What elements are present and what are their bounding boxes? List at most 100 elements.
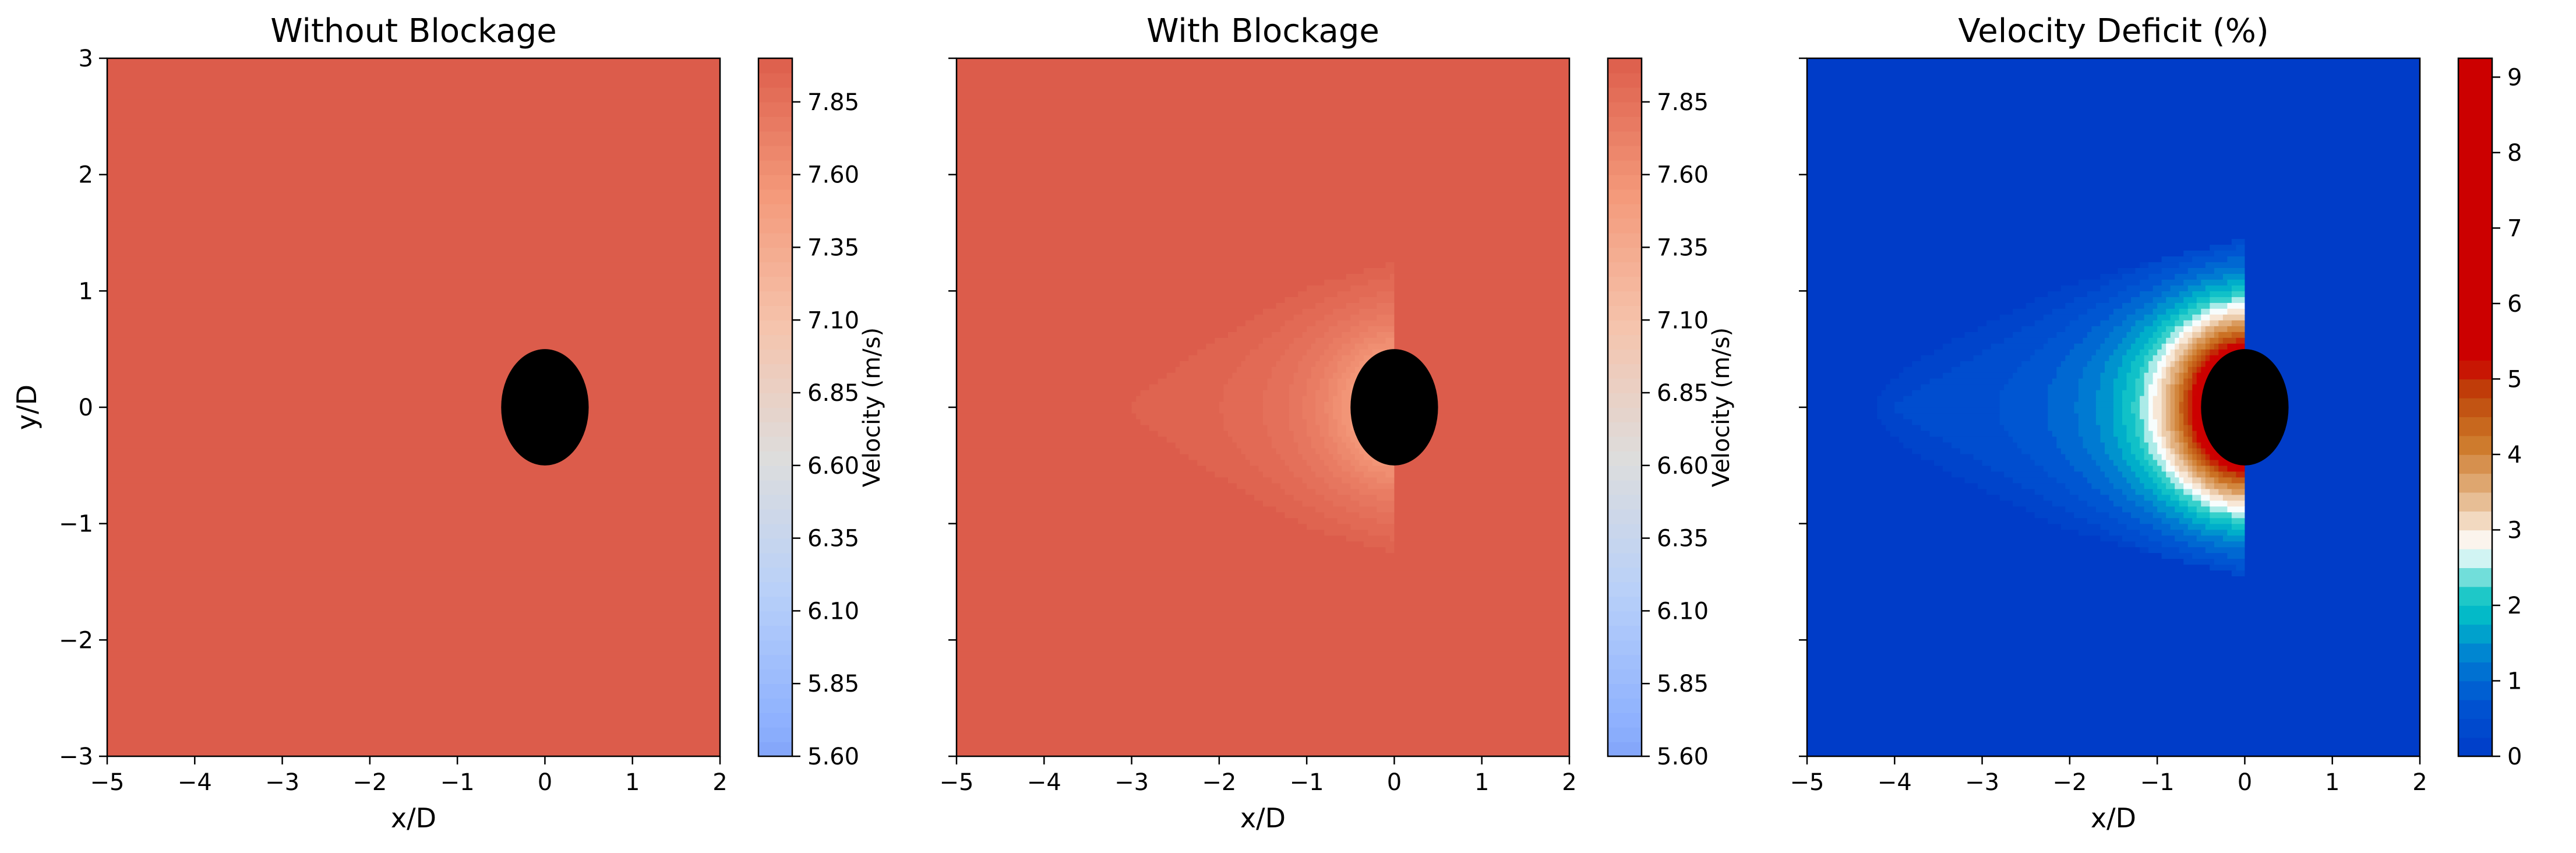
field-cell — [1807, 413, 1878, 420]
field-cell — [2166, 436, 2171, 443]
field-cell — [1807, 58, 2420, 65]
field-cell — [2157, 378, 2162, 385]
field-cell — [2245, 366, 2420, 373]
field-cell — [1807, 640, 2420, 646]
field-cell — [1324, 349, 1338, 355]
field-cell — [1807, 535, 2101, 542]
colorbar-band — [758, 683, 792, 699]
field-cell — [1807, 564, 2210, 571]
field-cell — [1359, 500, 1395, 507]
field-cell — [1359, 512, 1395, 519]
colorbar-tick-label: 7.60 — [807, 162, 859, 189]
field-cell — [107, 372, 720, 379]
field-cell — [2245, 355, 2420, 361]
field-cell — [2166, 465, 2175, 472]
field-cell — [1342, 343, 1356, 350]
field-cell — [2144, 355, 2154, 361]
field-cell — [2152, 500, 2166, 507]
colorbar-band — [758, 101, 792, 117]
field-cell — [1807, 681, 2420, 687]
field-cell — [2210, 471, 2219, 478]
field-cell — [2152, 297, 2166, 303]
field-cell — [2126, 378, 2136, 385]
field-cell — [2183, 401, 2189, 408]
field-cell — [2214, 541, 2246, 548]
field-cell — [2245, 401, 2420, 408]
field-cell — [957, 186, 1569, 193]
field-cell — [2148, 424, 2158, 431]
field-cell — [1807, 128, 2420, 135]
field-cell — [1929, 378, 2009, 385]
field-cell — [1319, 355, 1333, 361]
field-cell — [1377, 291, 1395, 297]
field-cell — [1394, 390, 1569, 396]
field-cell — [1328, 413, 1333, 420]
colorbar-band — [758, 450, 792, 466]
field-cell — [2245, 547, 2420, 554]
field-cell — [2179, 401, 2184, 408]
field-cell — [2166, 459, 2171, 466]
field-cell — [2078, 413, 2097, 420]
field-cell — [107, 98, 720, 105]
field-cell — [1807, 320, 1987, 326]
field-cell — [107, 384, 720, 390]
field-cell — [1350, 523, 1395, 530]
field-cell — [2078, 314, 2110, 320]
field-cell — [2205, 523, 2232, 530]
field-cell — [1807, 692, 2420, 699]
colorbar-band — [758, 567, 792, 583]
field-cell — [1807, 174, 2420, 181]
colorbar-band — [1608, 189, 1642, 205]
field-cell — [107, 488, 720, 495]
field-cell — [2166, 512, 2184, 519]
field-cell — [2196, 337, 2206, 344]
field-cell — [107, 424, 720, 431]
field-cell — [2104, 442, 2119, 449]
field-cell — [2187, 541, 2215, 548]
field-cell — [2148, 349, 2158, 355]
field-cell — [2183, 326, 2193, 332]
field-cell — [1311, 436, 1325, 443]
field-cell — [1807, 622, 2420, 629]
field-cell — [2109, 512, 2132, 519]
colorbar-band — [2458, 454, 2492, 474]
field-cell — [957, 98, 1569, 105]
field-cell — [2205, 262, 2246, 268]
colorbar-tick-label: 7.85 — [807, 89, 859, 116]
field-cell — [1354, 442, 1364, 449]
colorbar-band — [758, 640, 792, 655]
field-cell — [2183, 320, 2193, 326]
field-cell — [2152, 332, 2162, 338]
field-cell — [1307, 384, 1321, 390]
field-cell — [2187, 378, 2193, 385]
field-cell — [2214, 477, 2219, 484]
field-cell — [2183, 424, 2189, 431]
field-cell — [2078, 378, 2101, 385]
field-cell — [957, 634, 1569, 640]
field-cell — [2192, 314, 2201, 320]
field-cell — [2056, 442, 2083, 449]
field-cell — [2170, 494, 2180, 501]
field-cell — [2218, 459, 2224, 466]
field-cell — [2100, 488, 2123, 495]
field-cell — [2205, 361, 2210, 367]
colorbar-tick-label: 5.60 — [1657, 743, 1709, 770]
field-cell — [957, 366, 1176, 373]
field-cell — [1894, 401, 2000, 408]
field-cell — [2175, 302, 2189, 309]
field-cell — [2048, 413, 2079, 420]
field-cell — [2148, 361, 2158, 367]
field-cell — [1394, 326, 1569, 332]
field-cell — [1394, 488, 1569, 495]
field-cell — [1324, 297, 1360, 303]
field-cell — [1158, 378, 1229, 385]
colorbar-band — [758, 203, 792, 219]
field-cell — [107, 151, 720, 158]
field-cell — [2245, 453, 2420, 460]
field-cell — [1807, 209, 2420, 216]
field-cell — [1272, 477, 1303, 484]
field-cell — [2095, 407, 2114, 414]
field-cell — [2170, 407, 2175, 414]
field-cell — [1324, 529, 1368, 536]
field-cell — [1258, 465, 1290, 472]
